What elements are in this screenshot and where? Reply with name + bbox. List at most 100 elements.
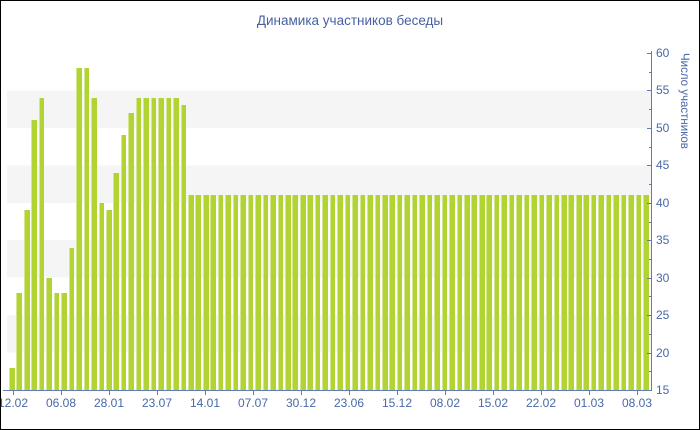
bar[interactable]: [232, 195, 239, 390]
bar[interactable]: [277, 195, 284, 390]
bar[interactable]: [38, 97, 45, 390]
bar[interactable]: [68, 247, 75, 390]
bar[interactable]: [389, 195, 396, 390]
bar[interactable]: [98, 202, 105, 390]
x-axis-label: 15.02: [477, 396, 509, 410]
bar[interactable]: [560, 195, 567, 390]
y-axis-minor-tick: [649, 221, 651, 223]
bar[interactable]: [464, 195, 470, 390]
bar[interactable]: [247, 195, 254, 390]
bar[interactable]: [546, 195, 552, 390]
plot-area: [7, 53, 651, 390]
bar[interactable]: [76, 67, 82, 390]
bar[interactable]: [441, 195, 448, 390]
bar[interactable]: [516, 195, 522, 390]
bar[interactable]: [113, 172, 120, 390]
bar[interactable]: [120, 135, 127, 390]
bar[interactable]: [628, 195, 634, 390]
bar[interactable]: [411, 195, 418, 390]
x-axis-tick: [205, 391, 206, 395]
bar[interactable]: [523, 195, 530, 390]
bar[interactable]: [419, 195, 425, 390]
bar[interactable]: [590, 195, 597, 390]
bar[interactable]: [501, 195, 507, 390]
bar[interactable]: [31, 120, 37, 390]
bar[interactable]: [165, 97, 172, 390]
bar[interactable]: [568, 195, 575, 390]
bar[interactable]: [284, 195, 291, 390]
bar[interactable]: [217, 195, 224, 390]
bar[interactable]: [240, 195, 246, 390]
bar[interactable]: [210, 195, 216, 390]
bar[interactable]: [188, 195, 194, 390]
bar[interactable]: [202, 195, 209, 390]
bar[interactable]: [9, 367, 15, 390]
bar[interactable]: [396, 195, 403, 390]
bar[interactable]: [83, 67, 90, 390]
bar[interactable]: [374, 195, 381, 390]
bar[interactable]: [352, 195, 358, 390]
bar[interactable]: [486, 195, 492, 390]
bar[interactable]: [449, 195, 455, 390]
bar[interactable]: [531, 195, 537, 390]
bar[interactable]: [307, 195, 313, 390]
bar[interactable]: [262, 195, 269, 390]
bar[interactable]: [337, 195, 343, 390]
bar[interactable]: [643, 195, 649, 390]
bar[interactable]: [225, 195, 231, 390]
bar[interactable]: [128, 112, 134, 390]
y-axis-tick: [647, 127, 651, 129]
bar[interactable]: [53, 292, 60, 390]
bar[interactable]: [91, 97, 97, 390]
y-axis-label: 50: [656, 120, 670, 135]
bar[interactable]: [322, 195, 328, 390]
bar[interactable]: [314, 195, 321, 390]
bar[interactable]: [456, 195, 463, 390]
bar[interactable]: [620, 195, 627, 390]
bar[interactable]: [404, 195, 410, 390]
bar[interactable]: [105, 210, 112, 390]
x-axis-label: 06.08: [45, 396, 77, 410]
bar[interactable]: [471, 195, 478, 390]
bar[interactable]: [135, 97, 142, 390]
bar[interactable]: [538, 195, 545, 390]
bar[interactable]: [16, 292, 23, 390]
bar[interactable]: [575, 195, 582, 390]
x-axis-tick: [541, 391, 542, 395]
bar[interactable]: [635, 195, 642, 390]
y-axis-minor-tick: [649, 371, 651, 373]
bar[interactable]: [605, 195, 612, 390]
bar[interactable]: [367, 195, 373, 390]
bar[interactable]: [426, 195, 433, 390]
bar[interactable]: [434, 195, 440, 390]
bar[interactable]: [359, 195, 366, 390]
bar[interactable]: [329, 195, 336, 390]
bar[interactable]: [381, 195, 388, 390]
bar[interactable]: [173, 97, 179, 390]
bar[interactable]: [180, 105, 187, 390]
bar[interactable]: [292, 195, 299, 390]
bar[interactable]: [46, 277, 52, 390]
y-axis-tick: [647, 53, 651, 54]
bar[interactable]: [493, 195, 500, 390]
bar[interactable]: [299, 195, 306, 390]
bar[interactable]: [158, 97, 164, 390]
bar[interactable]: [553, 195, 560, 390]
bar[interactable]: [195, 195, 202, 390]
bar[interactable]: [613, 195, 619, 390]
bar[interactable]: [598, 195, 604, 390]
bar[interactable]: [61, 292, 67, 390]
bar[interactable]: [143, 97, 149, 390]
bar[interactable]: [583, 195, 589, 390]
bar[interactable]: [270, 195, 276, 390]
bar[interactable]: [344, 195, 351, 390]
bar[interactable]: [508, 195, 515, 390]
bar[interactable]: [150, 97, 157, 390]
x-axis-label: 08.02: [429, 396, 461, 410]
bar[interactable]: [23, 210, 30, 390]
bar[interactable]: [255, 195, 261, 390]
y-axis-tick: [647, 390, 651, 391]
bar[interactable]: [478, 195, 485, 390]
y-axis-minor-tick: [649, 71, 651, 73]
